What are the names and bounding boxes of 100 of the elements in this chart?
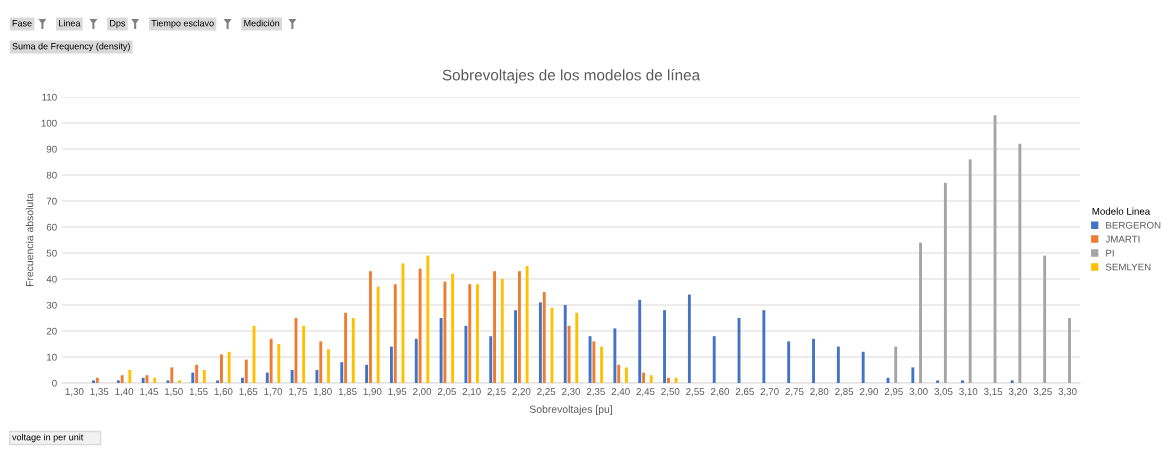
x-tick-label: 1,60 xyxy=(214,388,233,397)
x-tick-label: 3,05 xyxy=(934,388,953,397)
bar xyxy=(414,338,418,383)
bar xyxy=(1043,255,1047,383)
x-tick-label: 1,75 xyxy=(289,388,307,397)
x-tick-label: 2,40 xyxy=(611,388,630,397)
x-tick-label: 3,25 xyxy=(1033,388,1052,397)
bar xyxy=(227,351,231,383)
x-tick-label: 2,80 xyxy=(810,388,829,397)
bar xyxy=(861,351,865,383)
y-tick-label: 70 xyxy=(46,197,57,205)
bar xyxy=(687,294,691,383)
bar xyxy=(141,377,145,383)
y-tick-label: 0 xyxy=(52,379,57,387)
bar xyxy=(575,312,579,383)
x-tick-label: 1,55 xyxy=(189,388,208,397)
bar xyxy=(894,346,898,383)
y-tick-label: 10 xyxy=(47,353,57,361)
bar xyxy=(919,242,922,383)
x-tick-label: 1,50 xyxy=(165,388,183,397)
x-tick-label: 3,00 xyxy=(909,388,928,397)
y-tick-label: 90 xyxy=(46,145,57,153)
x-tick-label: 2,65 xyxy=(735,388,754,397)
x-tick-label: 2,05 xyxy=(437,388,456,397)
y-tick-label: 110 xyxy=(42,93,57,101)
bar xyxy=(517,271,521,383)
bar xyxy=(365,364,369,383)
x-tick-label: 1,35 xyxy=(90,388,109,397)
bar xyxy=(563,305,567,383)
bar xyxy=(624,367,628,383)
bar xyxy=(241,377,244,383)
x-tick-label: 2,10 xyxy=(462,388,481,397)
bar xyxy=(538,302,542,383)
bar xyxy=(961,380,964,383)
y-tick-label: 100 xyxy=(41,119,57,127)
x-tick-label: 3,10 xyxy=(959,388,978,397)
x-tick-label: 3,15 xyxy=(984,388,1003,397)
bar xyxy=(195,364,199,383)
y-tick-label: 60 xyxy=(46,223,57,231)
x-tick-label: 2,20 xyxy=(512,388,531,397)
x-tick-label: 1,40 xyxy=(115,388,134,397)
x-tick-label: 3,20 xyxy=(1008,388,1028,397)
bar xyxy=(439,318,443,383)
x-tick-label: 2,70 xyxy=(760,388,779,397)
bar xyxy=(464,325,468,383)
bar xyxy=(592,341,596,383)
bar xyxy=(674,377,678,383)
y-tick-label: 20 xyxy=(46,327,57,335)
x-tick-label: 3,30 xyxy=(1058,388,1077,397)
x-tick-label: 2,50 xyxy=(661,388,680,397)
bar xyxy=(319,341,323,383)
bar xyxy=(500,279,504,383)
bar xyxy=(170,367,174,383)
bar xyxy=(95,377,99,383)
bar xyxy=(369,271,372,383)
bar xyxy=(244,359,248,383)
bar xyxy=(617,364,621,383)
text: Fase xyxy=(12,20,32,27)
bar xyxy=(1068,318,1071,383)
x-axis-title: Sobrevoltajes [pu] xyxy=(529,405,612,415)
bar xyxy=(351,318,355,383)
bar xyxy=(277,344,281,383)
text: voltage in per unit xyxy=(12,433,84,443)
x-tick-label: 2,15 xyxy=(487,388,506,397)
y-tick-label: 40 xyxy=(46,275,57,283)
bar xyxy=(787,341,791,383)
legend-label: JMARTI xyxy=(1105,235,1140,243)
bar xyxy=(216,380,220,383)
bar xyxy=(315,370,319,383)
x-tick-label: 2,45 xyxy=(636,388,655,397)
bar xyxy=(418,268,422,383)
bar xyxy=(642,372,646,383)
x-tick-label: 2,60 xyxy=(711,388,730,397)
bar xyxy=(269,338,273,383)
bar xyxy=(476,284,479,383)
bar xyxy=(191,372,195,383)
bar xyxy=(202,370,206,383)
bar xyxy=(712,336,716,383)
bar xyxy=(649,375,653,383)
text: Tiempo esclavo xyxy=(151,19,214,29)
x-tick-label: 2,00 xyxy=(413,388,432,397)
y-axis-title: Frecuencia absoluta xyxy=(25,193,34,287)
x-tick-label: 2,95 xyxy=(884,388,903,397)
bar xyxy=(968,159,972,383)
bar xyxy=(340,362,344,383)
bar xyxy=(836,346,840,383)
bar xyxy=(120,375,124,383)
x-tick-label: 2,75 xyxy=(785,388,804,397)
bar xyxy=(613,328,617,383)
bar xyxy=(302,325,306,383)
text: Dps xyxy=(110,20,126,29)
bar xyxy=(128,370,132,383)
bar xyxy=(600,346,604,383)
bar xyxy=(525,266,529,383)
bar xyxy=(393,284,397,383)
bar xyxy=(514,310,518,383)
bar xyxy=(178,380,181,383)
bar xyxy=(376,286,380,383)
bar xyxy=(638,299,642,383)
legend-title: Modelo Linea xyxy=(1092,207,1151,215)
